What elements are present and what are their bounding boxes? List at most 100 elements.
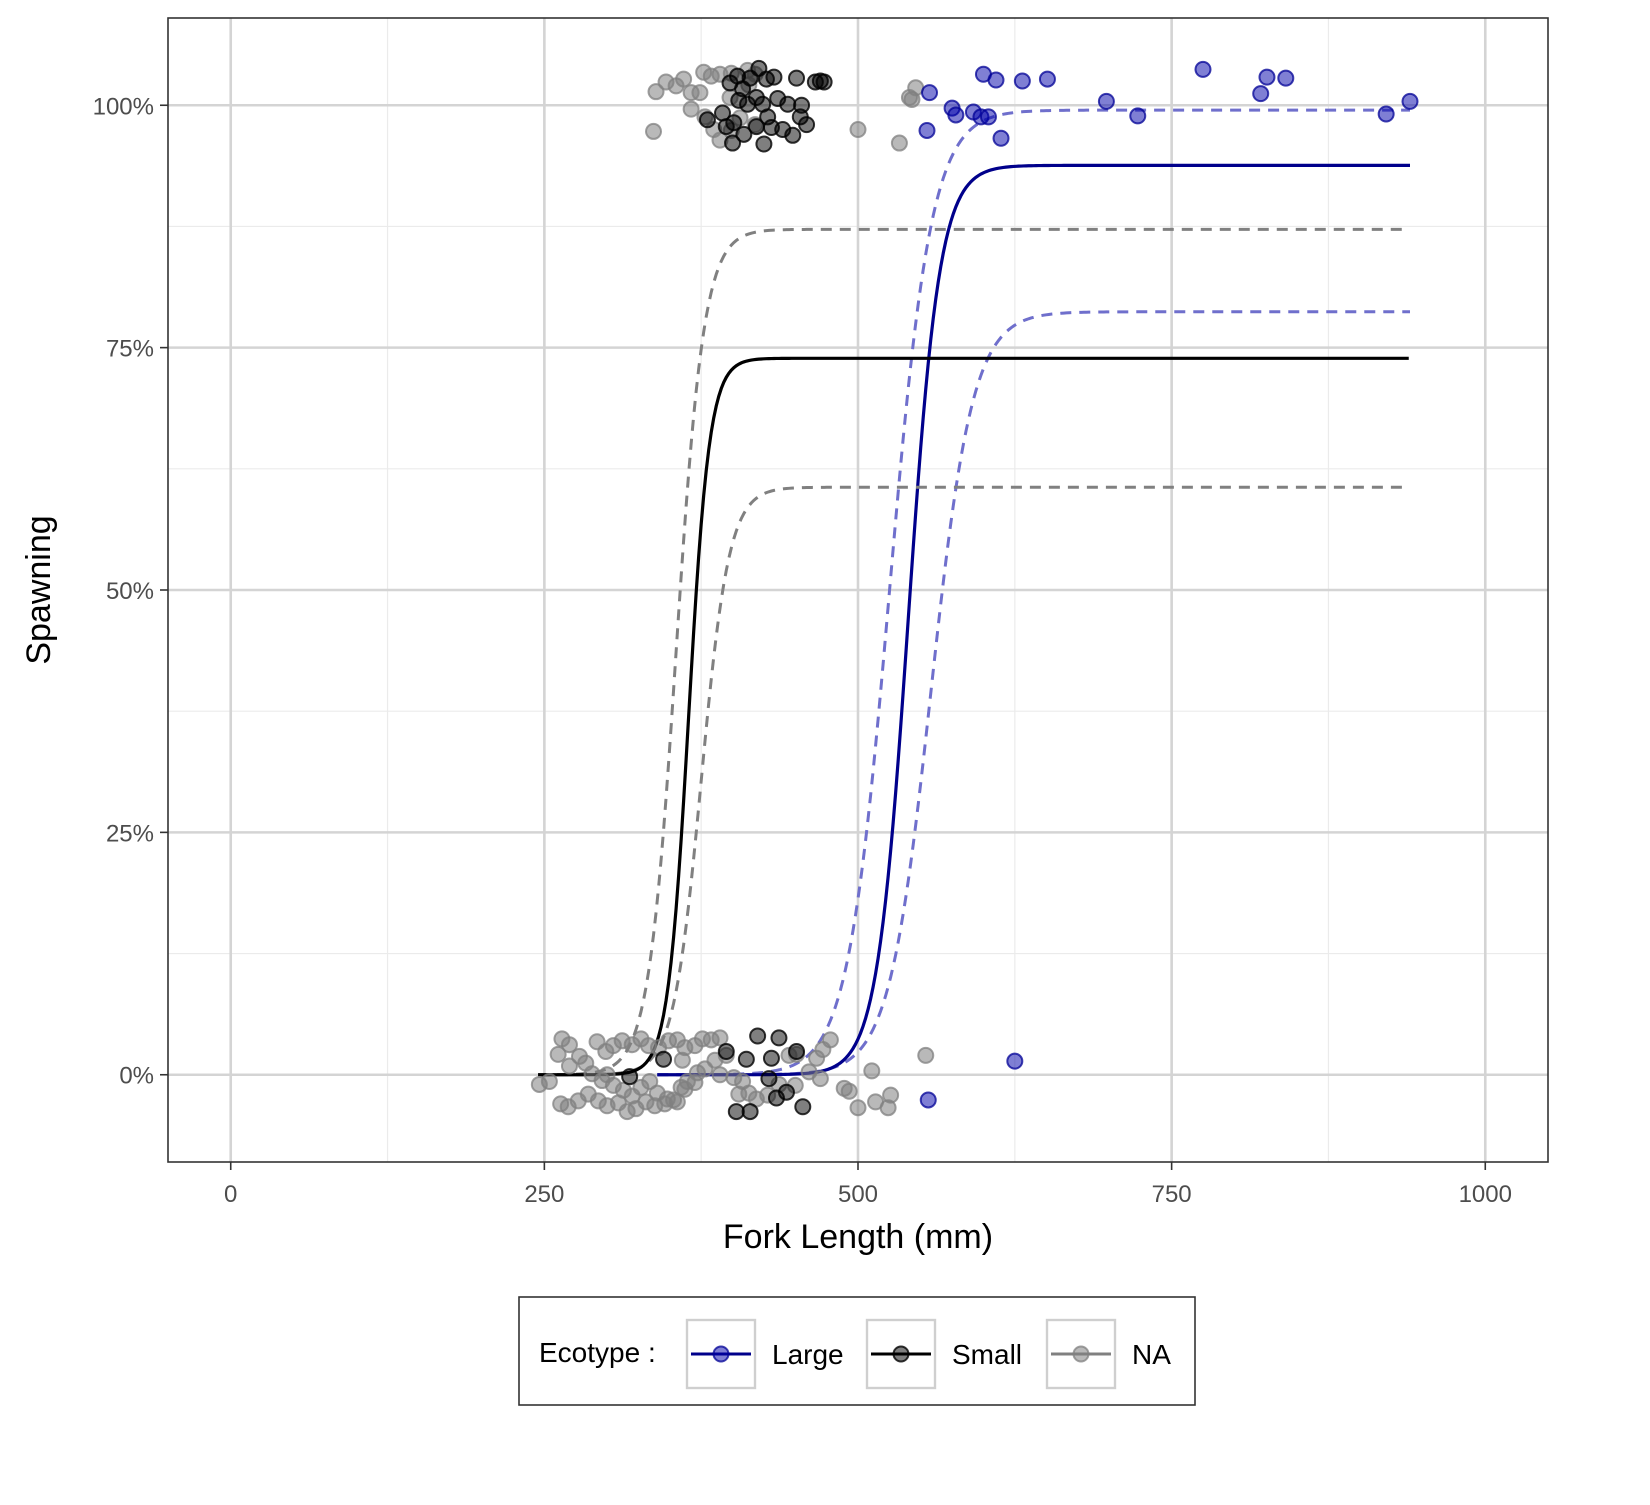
na-data-point <box>560 1057 578 1075</box>
na-data-point <box>849 1099 867 1117</box>
na-data-point <box>711 1066 729 1084</box>
small-data-point <box>767 1089 785 1107</box>
large-fit-curve <box>657 163 1410 1077</box>
large-data-point <box>979 108 997 126</box>
na-data-point <box>665 1091 683 1109</box>
legend-key-point <box>712 1345 730 1363</box>
y-tick-label: 75% <box>106 336 154 363</box>
large-data-point <box>921 84 939 102</box>
grid-layer <box>168 18 1548 1162</box>
curve-layer <box>538 108 1410 1077</box>
legend-label: Small <box>952 1339 1022 1370</box>
small-data-point <box>747 118 765 136</box>
na-data-point <box>811 1070 829 1088</box>
small-data-point <box>755 135 773 153</box>
small-data-point <box>655 1050 673 1068</box>
na-data-point <box>890 134 908 152</box>
legend-entries: Large Small NA <box>685 1318 1171 1390</box>
small-ci-lower-curve <box>538 485 1409 1077</box>
small-data-point <box>717 1042 735 1060</box>
large-data-point <box>1252 85 1270 103</box>
small-data-point <box>737 1050 755 1068</box>
na-data-point <box>840 1082 858 1100</box>
na-data-point <box>907 79 925 97</box>
x-tick-label: 1000 <box>1459 1181 1512 1208</box>
na-data-point <box>560 1036 578 1054</box>
small-data-point <box>698 111 716 129</box>
large-data-point <box>1013 72 1031 90</box>
y-tick-label: 50% <box>106 578 154 605</box>
small-data-point <box>724 134 742 152</box>
na-data-point <box>645 122 663 140</box>
small-data-point <box>791 108 809 126</box>
legend-label: NA <box>1132 1339 1171 1370</box>
na-data-point <box>549 1045 567 1063</box>
na-data-point <box>849 120 867 138</box>
small-data-point <box>717 118 735 136</box>
axis-layer: 0 250 500 750 1000 0% 25% 50% 75% 100% <box>93 93 1512 1208</box>
small-data-point <box>815 73 833 91</box>
na-data-point <box>598 1066 616 1084</box>
na-data-point <box>711 1029 729 1047</box>
large-data-point <box>1129 107 1147 125</box>
na-data-point <box>673 1051 691 1069</box>
legend-label: Large <box>772 1339 844 1370</box>
large-data-point <box>1401 92 1419 110</box>
large-data-point <box>1194 60 1212 78</box>
na-data-point <box>647 83 665 101</box>
na-data-point <box>863 1062 881 1080</box>
point-layer <box>530 59 1419 1121</box>
legend-key-point <box>1072 1345 1090 1363</box>
small-data-point <box>779 95 797 113</box>
large-ci-lower-curve <box>657 310 1410 1077</box>
na-data-point <box>730 1085 748 1103</box>
x-axis-title: Fork Length (mm) <box>723 1218 993 1256</box>
small-data-point <box>749 1027 767 1045</box>
large-data-point <box>1258 68 1276 86</box>
large-data-point <box>919 1091 937 1109</box>
small-data-point <box>784 126 802 144</box>
small-data-point <box>760 1070 778 1088</box>
x-tick-label: 250 <box>524 1181 564 1208</box>
legend-key-point <box>892 1345 910 1363</box>
y-axis-title: Spawning <box>20 515 58 664</box>
large-data-point <box>1377 105 1395 123</box>
legend-entry-na: NA <box>1045 1318 1171 1390</box>
x-tick-label: 500 <box>838 1181 878 1208</box>
large-data-point <box>947 106 965 124</box>
na-data-point <box>688 1064 706 1082</box>
large-data-point <box>992 129 1010 147</box>
x-tick-label: 750 <box>1152 1181 1192 1208</box>
large-data-point <box>1277 69 1295 87</box>
na-data-point <box>821 1031 839 1049</box>
small-data-point <box>762 1049 780 1067</box>
y-tick-label: 0% <box>119 1063 154 1090</box>
small-ci-upper-curve <box>538 227 1409 1077</box>
small-data-point <box>765 68 783 86</box>
na-data-point <box>675 70 693 88</box>
legend-entry-large: Large <box>685 1318 844 1390</box>
small-data-point <box>741 1103 759 1121</box>
legend-title: Ecotype : <box>539 1337 656 1368</box>
legend-entry-small: Small <box>865 1318 1022 1390</box>
large-data-point <box>1006 1052 1024 1070</box>
large-data-point <box>1097 92 1115 110</box>
legend: Ecotype : Large Small NA <box>518 1296 1196 1406</box>
na-data-point <box>691 84 709 102</box>
na-data-point <box>540 1073 558 1091</box>
large-data-point <box>1038 70 1056 88</box>
small-data-point <box>788 69 806 87</box>
na-data-point <box>641 1073 659 1091</box>
y-tick-label: 25% <box>106 820 154 847</box>
small-data-point <box>788 1042 806 1060</box>
small-data-point <box>727 1103 745 1121</box>
small-data-point <box>735 125 753 143</box>
large-ci-upper-curve <box>657 108 1410 1077</box>
na-data-point <box>882 1086 900 1104</box>
small-fit-curve <box>538 356 1409 1077</box>
y-tick-label: 100% <box>93 93 154 120</box>
large-data-point <box>918 121 936 139</box>
small-data-point <box>770 1029 788 1047</box>
